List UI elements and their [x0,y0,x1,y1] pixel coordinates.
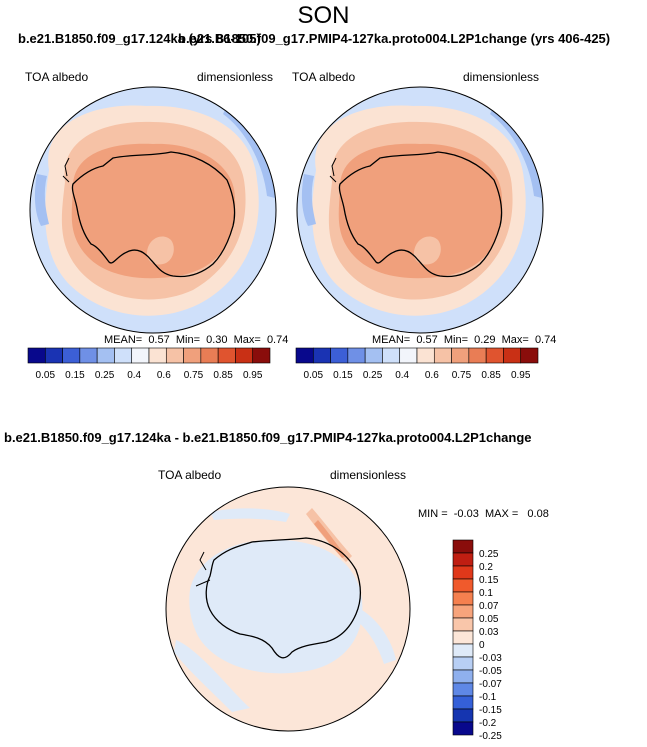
colorbar-3-tick-label: 0.1 [479,588,493,599]
panel-2-stats: MEAN= 0.57 Min= 0.29 Max= 0.74 [372,334,557,346]
colorbar-2-swatch [485,347,504,364]
colorbar-2-swatch [312,347,331,364]
colorbar-2-tick-label: 0.05 [304,370,324,381]
colorbar-2-swatch [364,347,383,364]
colorbar-panel-3: 0.25 0.2 0.15 0.1 0.07 0.05 0.03 0 -0.03 -0.05 -0.… [452,539,502,742]
map-panel-2-border [296,86,544,334]
colorbar-2-swatch [416,347,435,364]
colorbar-3-tick-label: -0.05 [479,666,502,677]
panel-1-title: b.e21.B1850.f09_g17.124ka (yrs 86-105) [18,31,261,46]
colorbar-3-swatch [452,591,474,606]
colorbar-1-swatch [165,347,184,364]
panel-1-stats: MEAN= 0.57 Min= 0.30 Max= 0.74 [104,334,289,346]
colorbar-2-tick-label: 0.75 [452,370,472,381]
colorbar-2-swatch [468,347,487,364]
colorbar-3-tick-label: -0.15 [479,705,502,716]
colorbar-1-swatch [183,347,202,364]
colorbar-3-swatch [452,643,474,658]
colorbar-2-swatch [503,347,522,364]
colorbar-3-swatch [452,682,474,697]
colorbar-1-swatch [27,347,46,364]
panel-2-units: dimensionless [463,70,540,84]
colorbar-1-tick-label: 0.05 [36,370,56,381]
panel-3-units: dimensionless [330,468,407,482]
colorbar-1-tick-label: 0.95 [243,370,263,381]
colorbar-2-swatch [347,347,366,364]
colorbar-1-swatch [96,347,115,364]
colorbar-1-swatch [148,347,167,364]
colorbar-3-swatch [452,695,474,710]
colorbar-3-tick-label: 0.2 [479,562,493,573]
panel-1-variable: TOA albedo [25,70,89,84]
colorbar-2-swatch [520,347,539,364]
colorbar-3-tick-label: 0.15 [479,575,499,586]
colorbar-3-tick-label: -0.25 [479,731,502,742]
colorbar-3-swatch [452,669,474,684]
colorbar-panel-2: 0.05 0.15 0.25 0.4 0.6 0.75 0.85 0.95 [295,347,539,381]
colorbar-1-tick-label: 0.75 [184,370,204,381]
colorbar-3-tick-label: 0 [479,640,485,651]
colorbar-3-swatch [452,656,474,671]
colorbar-2-swatch [399,347,418,364]
colorbar-3-tick-label: -0.1 [479,692,497,703]
colorbar-3-tick-label: -0.2 [479,718,497,729]
panel-3-stats: MIN = -0.03 MAX = 0.08 [418,508,549,520]
colorbar-1-tick-label: 0.25 [95,370,115,381]
colorbar-3-tick-label: 0.07 [479,601,499,612]
colorbar-3-swatch [452,604,474,619]
map-panel-3-border [165,486,411,732]
map-panel-2 [297,87,543,333]
colorbar-3-swatch [452,708,474,723]
map-panel-3 [166,487,410,731]
colorbar-1-tick-label: 0.85 [213,370,233,381]
colorbar-1-tick-label: 0.6 [157,370,171,381]
colorbar-3-swatch [452,578,474,593]
colorbar-1-tick-label: 0.4 [127,370,141,381]
colorbar-3-swatch [452,617,474,632]
colorbar-2-tick-label: 0.25 [363,370,383,381]
colorbar-3-swatch [452,630,474,645]
colorbar-1-swatch [131,347,150,364]
colorbar-2-swatch [330,347,349,364]
colorbar-1-swatch [79,347,98,364]
colorbar-3-swatch [452,721,474,736]
colorbar-1-swatch [200,347,219,364]
colorbar-1-swatch [217,347,236,364]
colorbar-1-swatch [114,347,133,364]
panel-2-title: b.e21.B1850.f09_g17.PMIP4-127ka.proto004… [178,31,611,46]
colorbar-2-tick-label: 0.95 [511,370,531,381]
colorbar-2-swatch [451,347,470,364]
map-panel-1-border [29,86,277,334]
colorbar-3-swatch [452,565,474,580]
colorbar-3-tick-label: -0.03 [479,653,502,664]
colorbar-3-tick-label: 0.03 [479,627,499,638]
colorbar-1-swatch [235,347,254,364]
season-title: SON [297,2,350,29]
colorbar-2-swatch [433,347,452,364]
colorbar-3-tick-label: 0.05 [479,614,499,625]
colorbar-panel-1: 0.05 0.15 0.25 0.4 0.6 0.75 0.85 0.95 [27,347,271,381]
colorbar-2-tick-label: 0.85 [481,370,501,381]
map-panel-1 [30,87,276,333]
colorbar-1-swatch [62,347,81,364]
colorbar-3-tick-label: 0.25 [479,549,499,560]
colorbar-2-tick-label: 0.15 [333,370,353,381]
colorbar-2-swatch [295,347,314,364]
colorbar-3-tick-label: -0.07 [479,679,502,690]
colorbar-1-swatch [252,347,271,364]
colorbar-2-tick-label: 0.6 [425,370,439,381]
panel-1-units: dimensionless [197,70,274,84]
panel-2-variable: TOA albedo [292,70,356,84]
colorbar-2-swatch [382,347,401,364]
colorbar-1-swatch [44,347,63,364]
colorbar-1-tick-label: 0.15 [65,370,85,381]
colorbar-3-swatch [452,539,474,554]
colorbar-2-tick-label: 0.4 [395,370,409,381]
panel-3-title: b.e21.B1850.f09_g17.124ka - b.e21.B1850.… [4,430,532,445]
colorbar-3-swatch [452,552,474,567]
panel-3-variable: TOA albedo [158,468,222,482]
